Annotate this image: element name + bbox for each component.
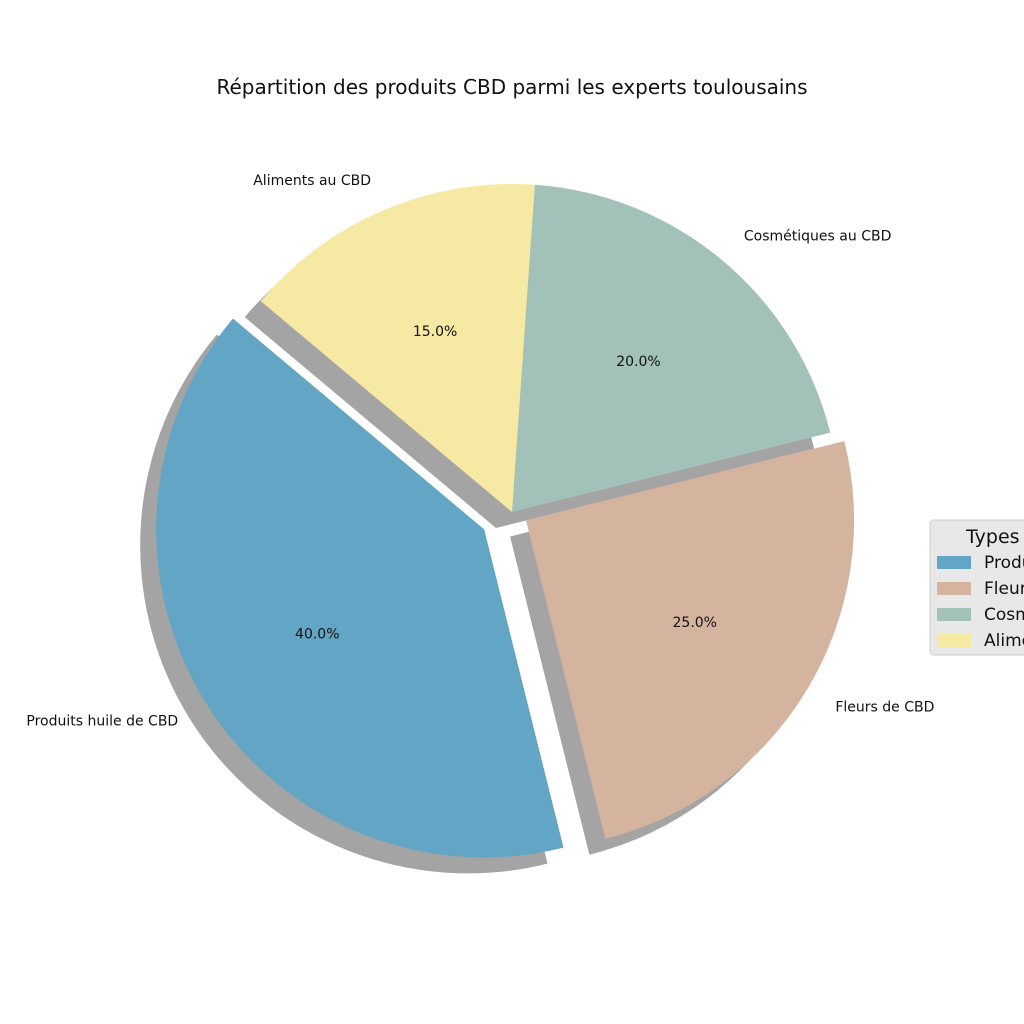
pct-label-produits-huile-de-cbd: 40.0% [295, 627, 339, 643]
legend-swatch-aliments-au-cbd [937, 634, 971, 647]
legend-label-produits-huile-de-cbd: Produits huile de CBD [984, 553, 1024, 573]
legend-swatch-fleurs-de-cbd [937, 582, 971, 595]
legend-swatch-cosmetiques-au-cbd [937, 608, 971, 621]
pie-slice-cosmetiques-au-cbd [512, 184, 831, 512]
category-label-produits-huile-de-cbd: Produits huile de CBD [26, 714, 178, 730]
legend-items: Produits huile de CBD Fleurs de CBD Cosmét… [937, 553, 1024, 651]
slice-labels: 40.0% Produits huile de CBD 25.0% Fleurs de… [26, 173, 934, 730]
legend-title: Types [965, 526, 1020, 548]
legend-label-aliments-au-cbd: Aliments au CBD [984, 631, 1024, 651]
pct-label-cosmetiques-au-cbd: 20.0% [616, 354, 660, 370]
chart-title: Répartition des produits CBD parmi les e… [216, 75, 807, 99]
category-label-cosmetiques-au-cbd: Cosmétiques au CBD [744, 229, 891, 245]
legend-box [929, 519, 1024, 656]
category-label-aliments-au-cbd: Aliments au CBD [253, 173, 371, 189]
legend-label-fleurs-de-cbd: Fleurs de CBD [984, 579, 1024, 599]
legend-label-cosmetiques-au-cbd: Cosmétiques au CBD [984, 605, 1024, 625]
pie-slice-fleurs-de-cbd [526, 441, 855, 839]
pie-slice-aliments-au-cbd [260, 184, 535, 512]
legend-swatch-produits-huile-de-cbd [937, 556, 971, 569]
category-label-fleurs-de-cbd: Fleurs de CBD [835, 699, 934, 715]
legend: Types Produits huile de CBD Fleurs de CBD… [929, 519, 1024, 656]
pct-label-aliments-au-cbd: 15.0% [413, 324, 457, 340]
pie-slice-produits-huile-de-cbd [156, 318, 564, 858]
pie-slices [156, 184, 855, 858]
pct-label-fleurs-de-cbd: 25.0% [673, 615, 717, 631]
